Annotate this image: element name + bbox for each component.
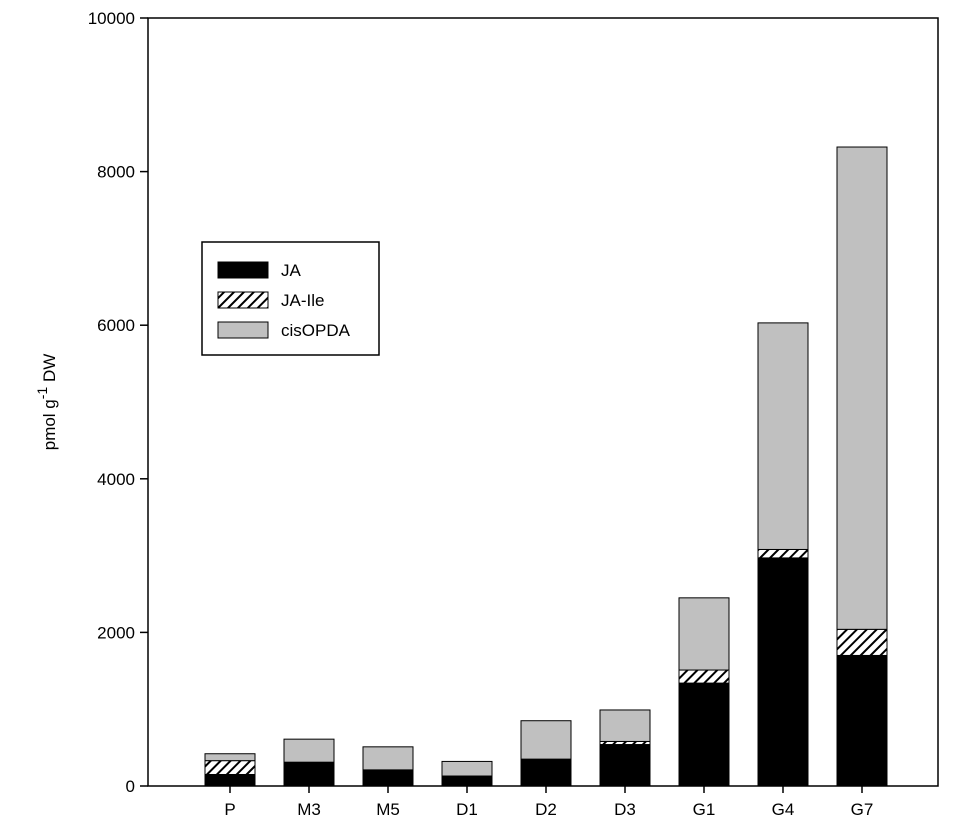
y-axis-title: pmol g-1 DW [34, 354, 59, 451]
bar-ja-g1 [678, 682, 730, 787]
legend-label: JA [281, 261, 302, 280]
legend-label: cisOPDA [281, 321, 351, 340]
bar-cisopda-g1 [678, 597, 730, 671]
plot-frame [147, 17, 939, 787]
y-axis: 0 2000 4000 6000 8000 10000 [88, 9, 148, 796]
x-tick-label: G1 [693, 800, 716, 819]
bar-ja-d2 [520, 759, 572, 787]
bar-ja-m3 [283, 762, 335, 787]
x-tick-label: D3 [614, 800, 636, 819]
bar-ja-g7 [836, 654, 888, 787]
bar-ja-ile-g4 [757, 548, 809, 559]
bar-cisopda-d3 [599, 709, 651, 742]
bar-ja-g4 [757, 557, 809, 787]
y-axis-title-main: pmol g [40, 399, 59, 450]
bar-ja-p [204, 773, 256, 787]
legend-swatch [217, 321, 269, 339]
bar-ja-d1 [441, 776, 493, 787]
y-axis-title-superscript: -1 [34, 387, 50, 400]
bar-cisopda-m5 [362, 746, 414, 771]
bar-ja-ile-g7 [836, 628, 888, 656]
x-tick-label: G4 [772, 800, 795, 819]
y-tick-label: 8000 [97, 163, 135, 182]
bar-cisopda-g7 [836, 146, 888, 630]
legend-swatch [217, 291, 269, 309]
y-tick-label: 6000 [97, 316, 135, 335]
x-axis: P M3 M5 D1 D2 D3 G1 G4 G7 [224, 786, 873, 819]
bar-cisopda-m3 [283, 738, 335, 763]
x-tick-label: D1 [456, 800, 478, 819]
x-tick-label: P [224, 800, 235, 819]
bar-ja-ile-p [204, 760, 256, 775]
x-tick-label: M5 [376, 800, 400, 819]
bars [204, 146, 888, 787]
bar-ja-d3 [599, 744, 651, 787]
y-tick-label: 10000 [88, 9, 135, 28]
x-tick-label: M3 [297, 800, 321, 819]
bar-cisopda-p [204, 753, 256, 762]
bar-ja-ile-g1 [678, 669, 730, 684]
plot-border [147, 17, 939, 787]
y-tick-label: 0 [126, 777, 135, 796]
bar-cisopda-g4 [757, 322, 809, 550]
x-tick-label: G7 [851, 800, 874, 819]
legend-swatch [217, 261, 269, 279]
bar-ja-m5 [362, 770, 414, 787]
legend: JA JA-Ile cisOPDA [201, 241, 380, 356]
y-axis-title-suffix: DW [40, 354, 59, 387]
x-tick-label: D2 [535, 800, 557, 819]
y-tick-label: 4000 [97, 470, 135, 489]
y-tick-label: 2000 [97, 623, 135, 642]
bar-cisopda-d1 [441, 760, 493, 777]
legend-label: JA-Ile [281, 291, 324, 310]
bar-cisopda-d2 [520, 720, 572, 760]
